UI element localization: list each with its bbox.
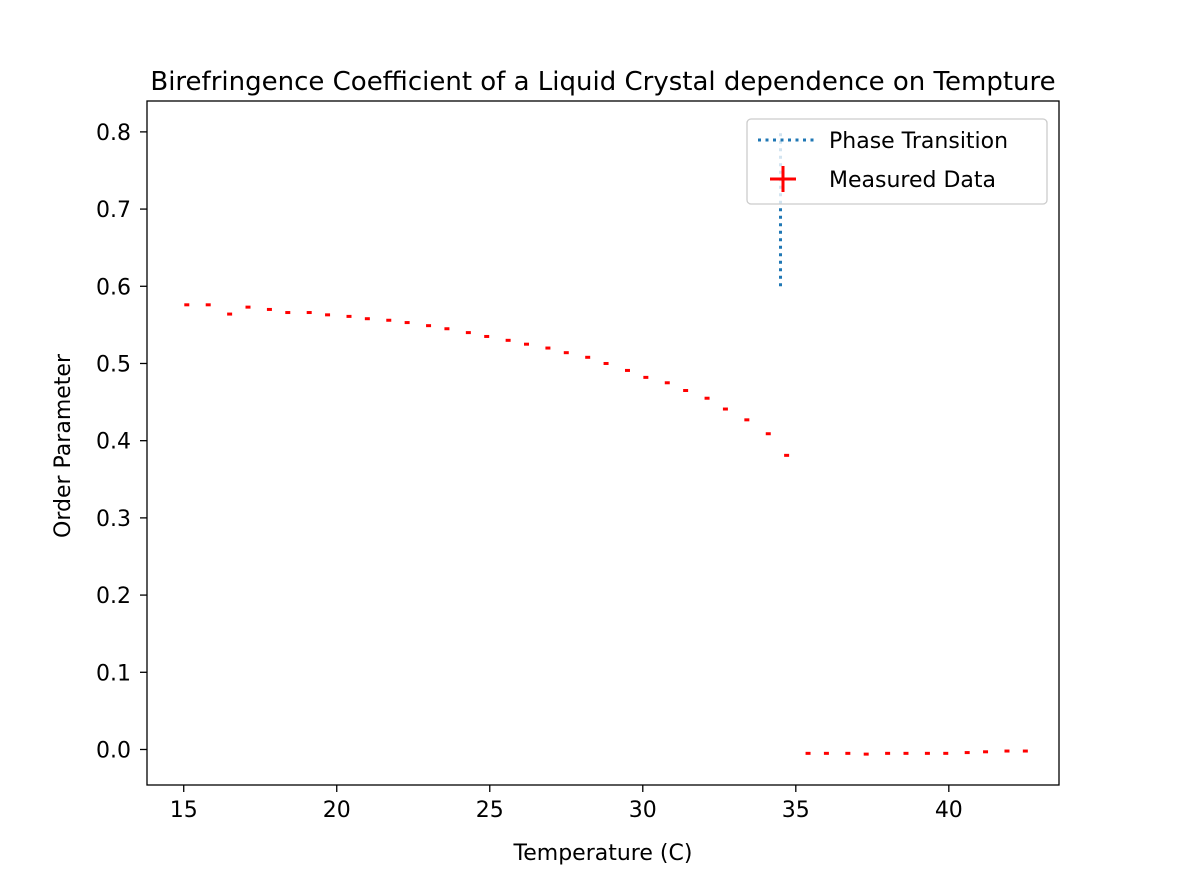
legend-measured-data-swatch: [770, 166, 796, 192]
x-tick-label: 30: [629, 798, 657, 823]
y-tick-label: 0.7: [96, 198, 131, 223]
legend-phase-transition-label: Phase Transition: [829, 129, 1008, 154]
x-tick-label: 25: [476, 798, 504, 823]
axes-frame: [146, 100, 1060, 786]
plot-area: [184, 131, 1028, 756]
y-axis-ticks: 0.0 0.1 0.2 0.3 0.4 0.5 0.6 0.7 0.8: [96, 121, 147, 763]
y-axis-label: Order Parameter: [51, 353, 76, 538]
y-tick-label: 0.5: [96, 352, 131, 377]
x-tick-label: 40: [935, 798, 963, 823]
y-tick-label: 0.8: [96, 121, 131, 146]
y-tick-label: 0.1: [96, 661, 131, 686]
legend: Phase Transition Measured Data: [746, 118, 1048, 205]
y-tick-label: 0.4: [96, 430, 131, 455]
x-tick-label: 35: [782, 798, 810, 823]
x-axis-label: Temperature (C): [513, 841, 693, 866]
y-tick-label: 0.2: [96, 584, 131, 609]
x-axis-ticks: 15 20 25 30 35 40: [170, 785, 963, 823]
y-tick-label: 0.3: [96, 507, 131, 532]
chart-title: Birefringence Coefficient of a Liquid Cr…: [150, 67, 1055, 97]
legend-measured-data-label: Measured Data: [829, 168, 996, 193]
x-tick-label: 20: [323, 798, 351, 823]
x-tick-label: 15: [170, 798, 198, 823]
y-tick-label: 0.6: [96, 275, 131, 300]
legend-box: [746, 118, 1048, 205]
y-tick-label: 0.0: [96, 738, 131, 763]
